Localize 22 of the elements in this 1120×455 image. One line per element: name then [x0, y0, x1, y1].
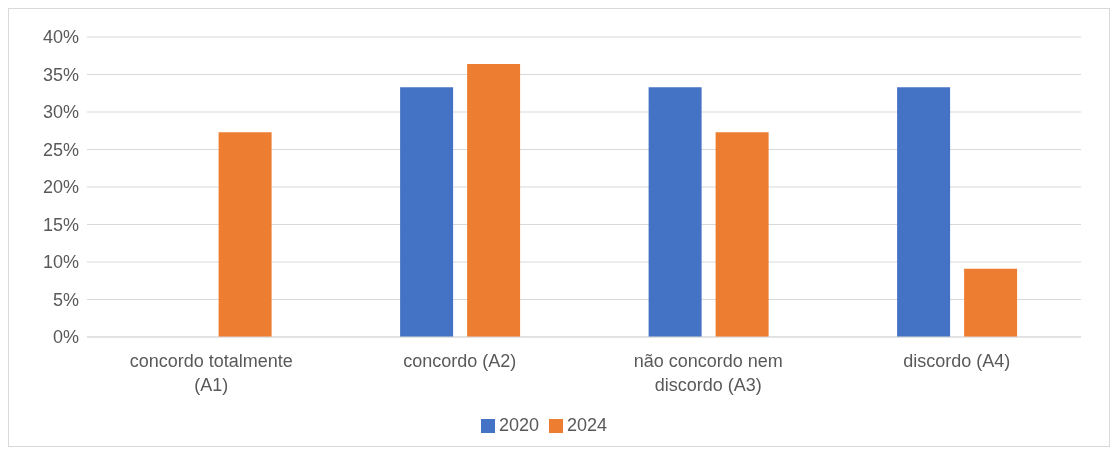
y-tick-label: 10% [42, 252, 79, 273]
y-tick-label: 30% [42, 102, 79, 123]
legend-label: 2024 [567, 415, 608, 435]
bar [964, 268, 1018, 337]
y-tick-label: 0% [52, 327, 79, 348]
y-tick-label: 15% [42, 214, 79, 235]
x-tick-label: concordo (A2) [403, 351, 517, 371]
x-tick-label: discordo (A4) [903, 351, 1011, 371]
bar [400, 87, 454, 337]
bar [648, 87, 702, 337]
x-tick-label: não concordo nem discordo (A3) [633, 351, 783, 395]
y-tick-label: 25% [42, 139, 79, 160]
legend-label: 2020 [498, 415, 539, 435]
y-tick-label: 40% [42, 27, 79, 48]
bar [897, 87, 951, 337]
bar [467, 64, 521, 337]
bar [715, 132, 769, 337]
y-tick-label: 5% [52, 289, 79, 310]
bar [218, 132, 272, 337]
y-tick-label: 20% [42, 177, 79, 198]
y-tick-label: 35% [42, 64, 79, 85]
x-tick-label: concordo totalmente (A1) [129, 351, 293, 395]
